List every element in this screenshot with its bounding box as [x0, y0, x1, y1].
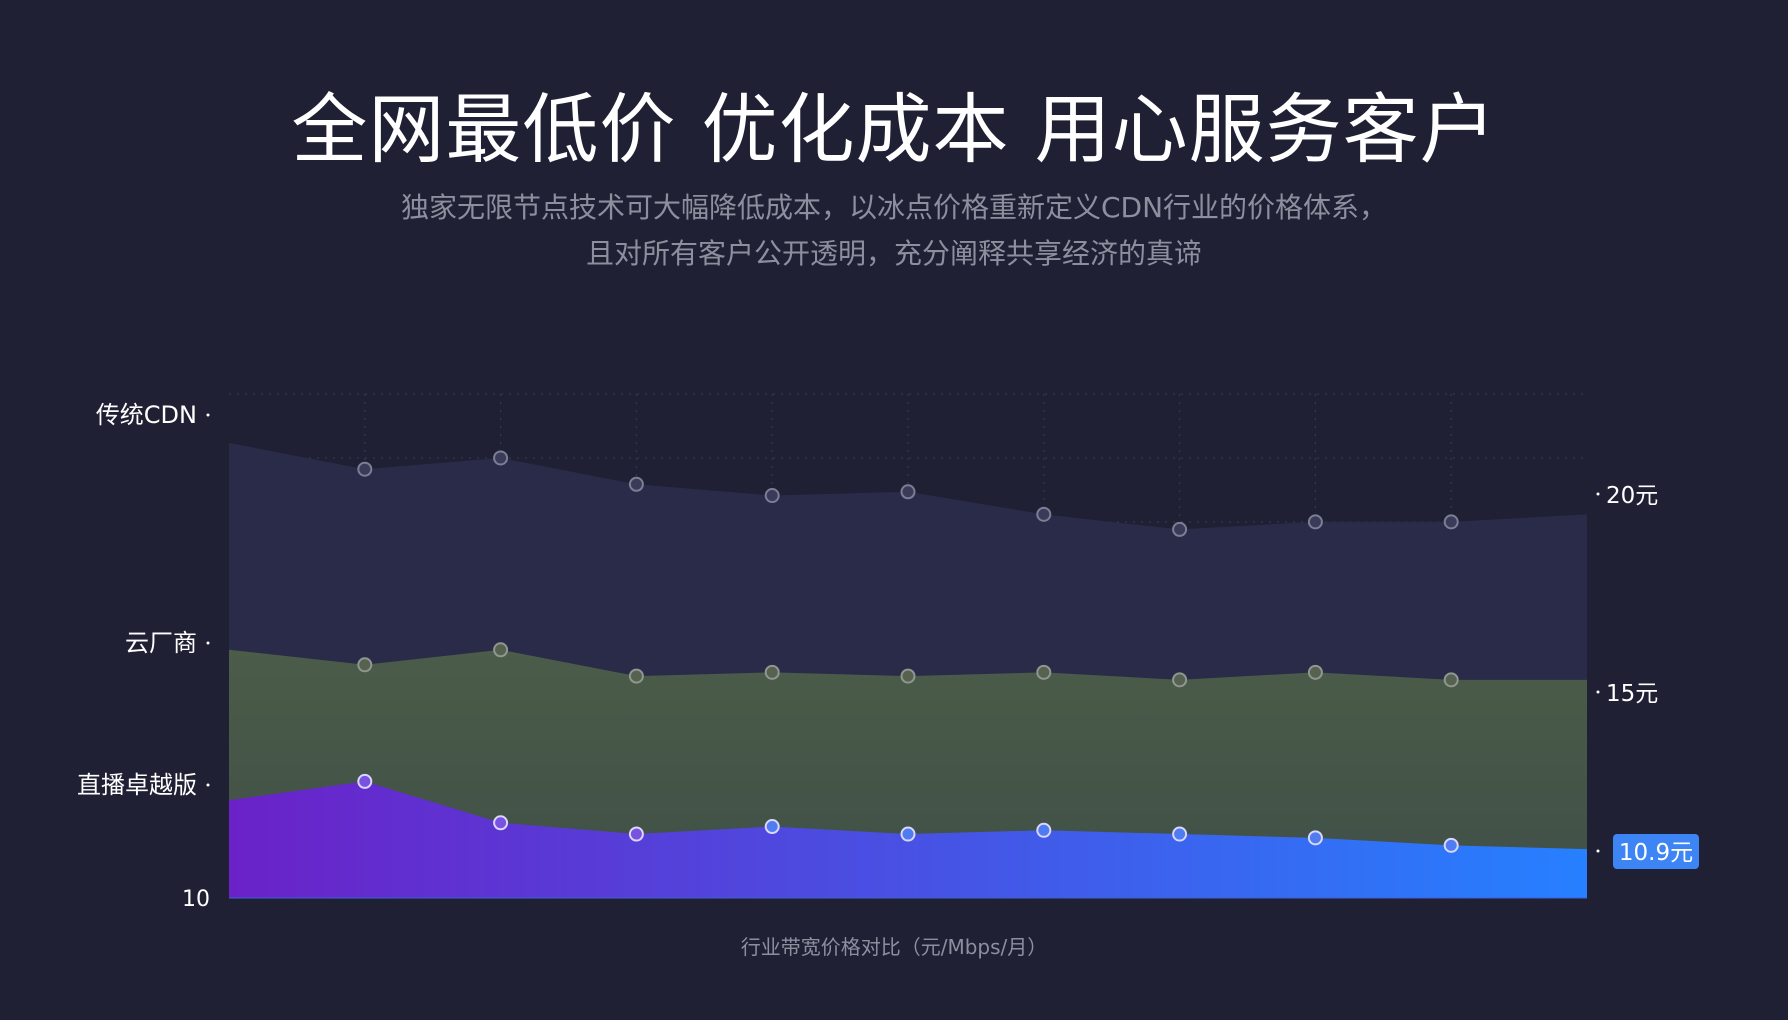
value-label-dot	[1596, 492, 1600, 496]
data-point	[1443, 672, 1459, 688]
data-point	[900, 826, 916, 842]
data-point	[628, 826, 644, 842]
data-point	[357, 657, 373, 673]
data-point	[1443, 514, 1459, 530]
value-label-badge	[1613, 834, 1699, 869]
data-point	[1172, 826, 1188, 842]
x-axis-title: 行业带宽价格对比（元/Mbps/月）	[741, 935, 1048, 959]
data-point	[764, 488, 780, 504]
data-point	[1307, 830, 1323, 846]
series-label-1: 云厂商	[125, 629, 197, 657]
data-point	[357, 773, 373, 789]
series-label-2: 直播卓越版	[77, 771, 197, 799]
data-point	[493, 450, 509, 466]
data-point	[900, 668, 916, 684]
data-point	[1036, 506, 1052, 522]
data-point	[764, 819, 780, 835]
value-label-1: 15元	[1606, 681, 1658, 707]
data-point	[628, 476, 644, 492]
series-label-0: 传统CDN	[96, 401, 197, 429]
data-point	[1172, 521, 1188, 537]
subtitle-line-1: 独家无限节点技术可大幅降低成本，以冰点价格重新定义CDN行业的价格体系，	[400, 191, 1388, 224]
value-label-dot	[1596, 849, 1600, 853]
value-label-dot	[1596, 690, 1600, 694]
series-label-dot	[206, 783, 210, 787]
data-point	[628, 668, 644, 684]
data-point	[1307, 664, 1323, 680]
subtitle-line-2: 且对所有客户公开透明，充分阐释共享经济的真谛	[585, 237, 1202, 270]
data-point	[493, 642, 509, 658]
data-point	[1307, 514, 1323, 530]
chart-points	[357, 450, 1459, 853]
value-label-0: 20元	[1606, 483, 1658, 509]
series-label-dot	[206, 413, 210, 417]
data-point	[1172, 672, 1188, 688]
data-point	[1443, 837, 1459, 853]
series-label-dot	[206, 641, 210, 645]
data-point	[357, 461, 373, 477]
y-min-label: 10	[182, 887, 210, 912]
page-title: 全网最低价 优化成本 用心服务客户	[291, 85, 1497, 174]
data-point	[1036, 822, 1052, 838]
data-point	[900, 484, 916, 500]
value-label-2: 10.9元	[1619, 840, 1693, 866]
data-point	[764, 664, 780, 680]
data-point	[1036, 664, 1052, 680]
data-point	[493, 815, 509, 831]
